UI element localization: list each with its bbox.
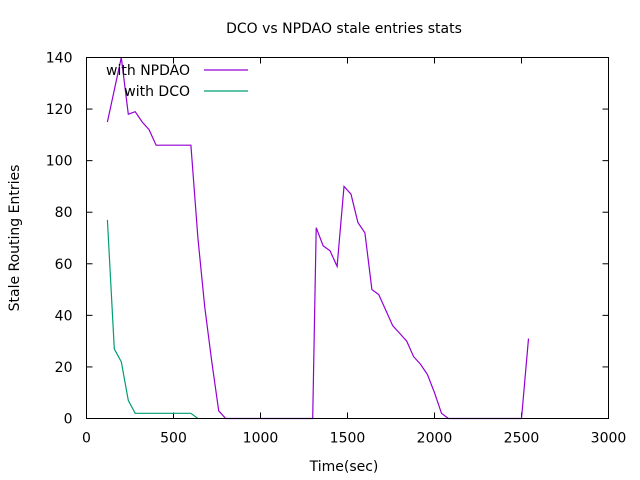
y-tick-label: 20 [55,360,73,376]
y-tick-label: 120 [46,102,73,118]
plot-area: 0 500 1000 1500 2000 2500 3000 0 20 40 60 80 100 120 1… [46,51,627,447]
x-tick-label: 2500 [504,431,540,447]
x-tick-label: 1500 [330,431,366,447]
plot-frame [86,57,609,419]
chart-title: DCO vs NPDAO stale entries stats [226,21,462,37]
x-tick-label: 0 [82,431,91,447]
y-tick-label: 0 [64,412,73,428]
y-tick-label: 100 [46,154,73,170]
y-tick-label: 60 [55,257,73,273]
legend: with NPDAO with DCO [106,63,248,100]
x-tick-label: 3000 [591,431,627,447]
y-axis-label: Stale Routing Entries [7,165,23,312]
y-tick-label: 40 [55,308,73,324]
legend-label-npdao: with NPDAO [106,63,190,79]
x-tick-label: 1000 [243,431,279,447]
y-tick-label: 80 [55,205,73,221]
x-axis-label: Time(sec) [309,459,379,475]
y-tick-label: 140 [46,51,73,67]
series-line-dco [106,219,199,419]
x-tick-label: 500 [160,431,187,447]
series-line-npdao [106,57,530,420]
legend-label-dco: with DCO [124,84,190,100]
x-tick-label: 2000 [417,431,453,447]
